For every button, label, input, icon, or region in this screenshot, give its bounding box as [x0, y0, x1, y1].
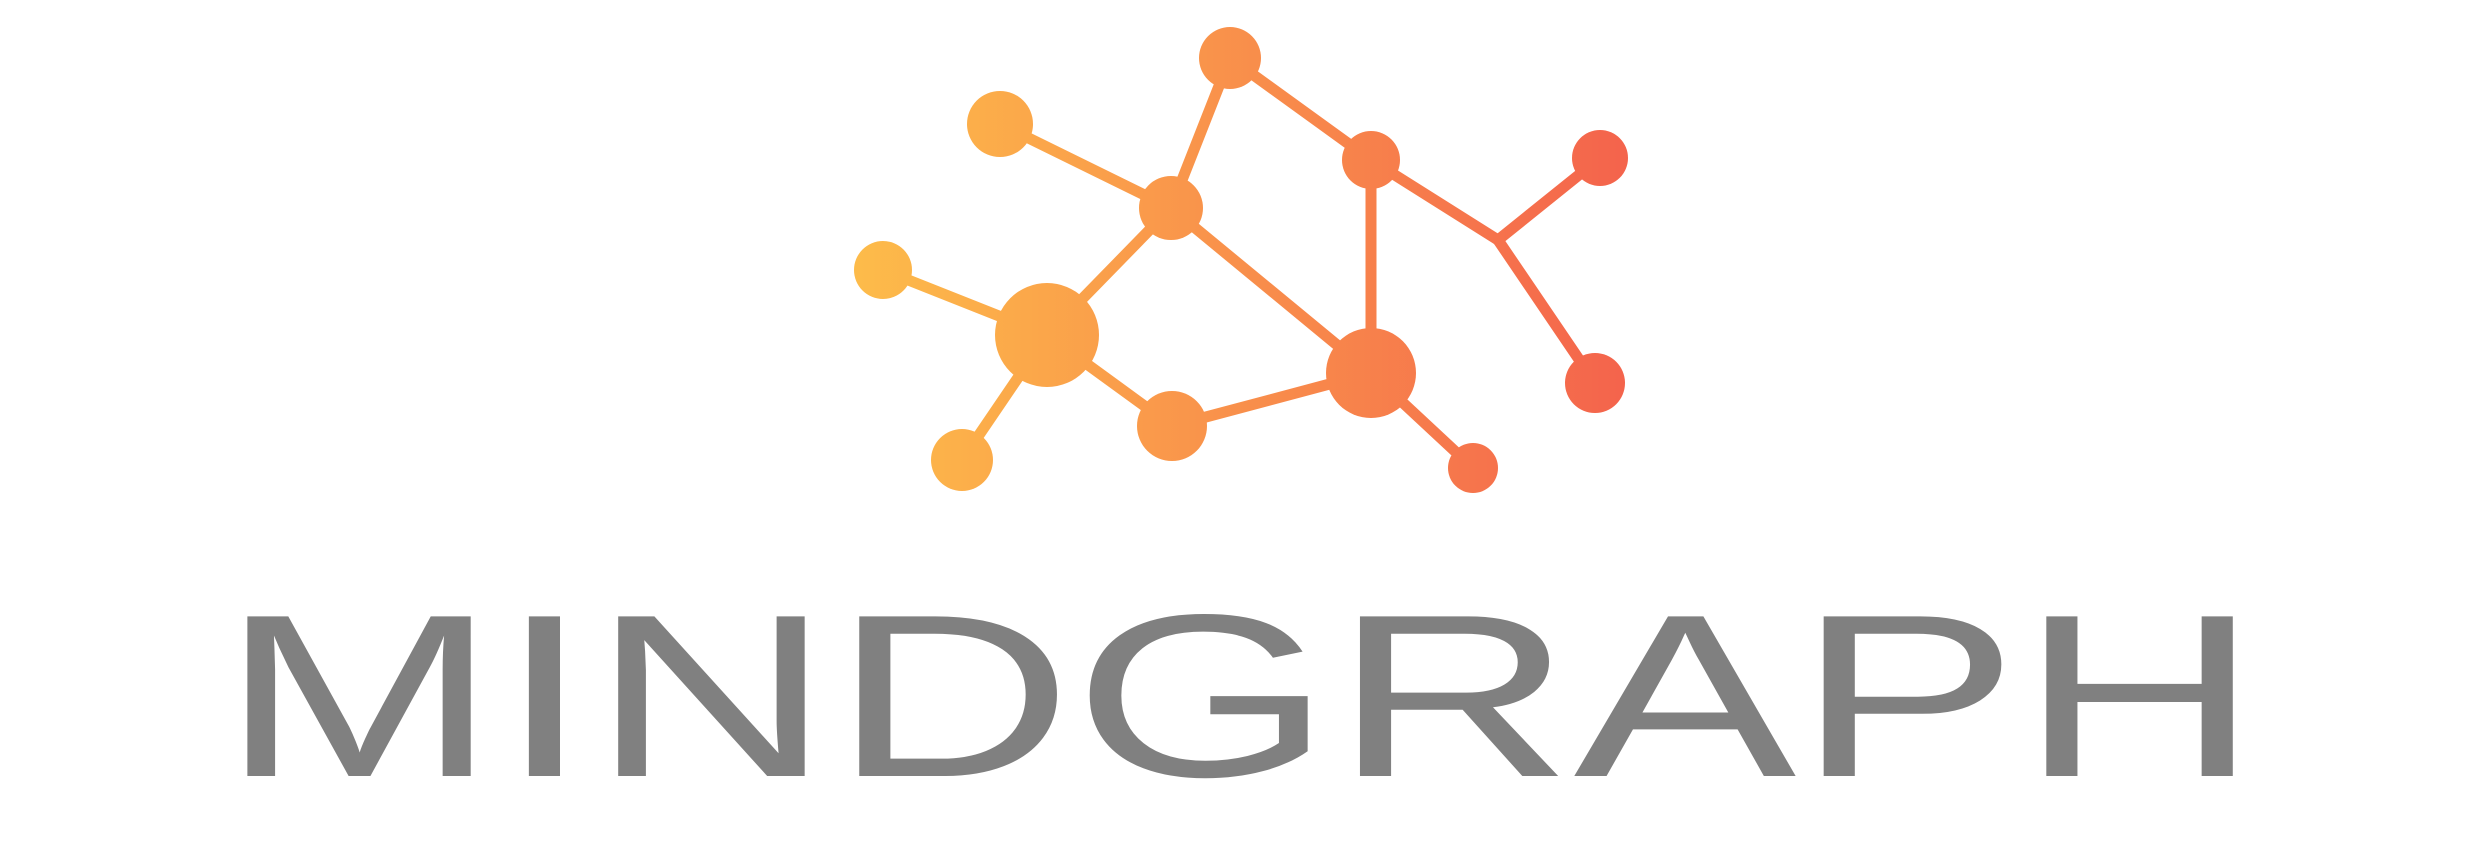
graph-nodes — [854, 27, 1628, 493]
brand-name: MINDGRAPH — [220, 567, 2260, 826]
